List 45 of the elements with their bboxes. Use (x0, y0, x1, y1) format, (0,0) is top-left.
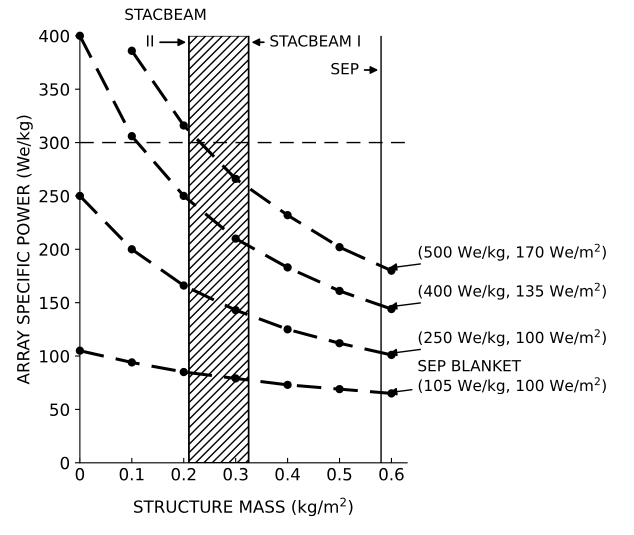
y-axis-title: ARRAY SPECIFIC POWER (We/kg) (16, 116, 33, 384)
series-label: (400 We/kg, 135 We/m$^{2}$) (418, 282, 606, 300)
x-axis-title: STRUCTURE MASS (kg/m$^{2}$) (134, 498, 352, 516)
point (180, 281, 188, 290)
point (335, 339, 344, 348)
ref-line-label: SEP (331, 62, 358, 74)
point (128, 46, 136, 55)
series-label: (250 We/kg, 100 We/m$^{2}$) (418, 329, 606, 346)
point (180, 121, 188, 130)
y-tick-label: 100 (40, 350, 70, 363)
ref-line-label: STACBEAM II (125, 8, 206, 46)
point (232, 306, 240, 314)
point (335, 384, 344, 394)
point (232, 234, 240, 243)
y-tick-label: 400 (39, 30, 70, 42)
y-tick-label: 250 (40, 190, 70, 203)
y-tick-label: 0 (60, 456, 70, 470)
point (128, 132, 136, 140)
point (128, 245, 136, 254)
y-tick-label: 200 (40, 243, 70, 256)
point (180, 368, 188, 376)
point (335, 286, 344, 296)
y-tick-label: 150 (40, 296, 70, 310)
x-tick-label: 0.1 (120, 468, 144, 481)
y-tick-label: 350 (40, 83, 70, 96)
series-label: (500 We/kg, 170 We/m$^{2}$) (418, 244, 606, 261)
point (180, 192, 188, 200)
point (335, 243, 344, 252)
point (128, 358, 136, 367)
y-tick-label: 300 (40, 136, 70, 150)
x-tick-label: 0.2 (172, 468, 196, 481)
point (232, 174, 240, 184)
point (283, 210, 292, 220)
point (283, 263, 292, 272)
x-tick-label: 0.6 (379, 468, 404, 481)
x-tick-label: 0.4 (275, 468, 300, 481)
series-label: SEP BLANKET (105 We/kg, 100 We/m$^{2}$) (418, 360, 606, 394)
point (283, 380, 292, 390)
point (232, 374, 240, 383)
ref-line-label: STACBEAM I (270, 35, 360, 47)
x-tick-label: 0 (76, 468, 84, 481)
x-tick-label: 0.3 (224, 468, 248, 481)
x-tick-label: 0.5 (327, 468, 352, 481)
point (283, 325, 292, 334)
y-tick-label: 50 (50, 403, 70, 416)
